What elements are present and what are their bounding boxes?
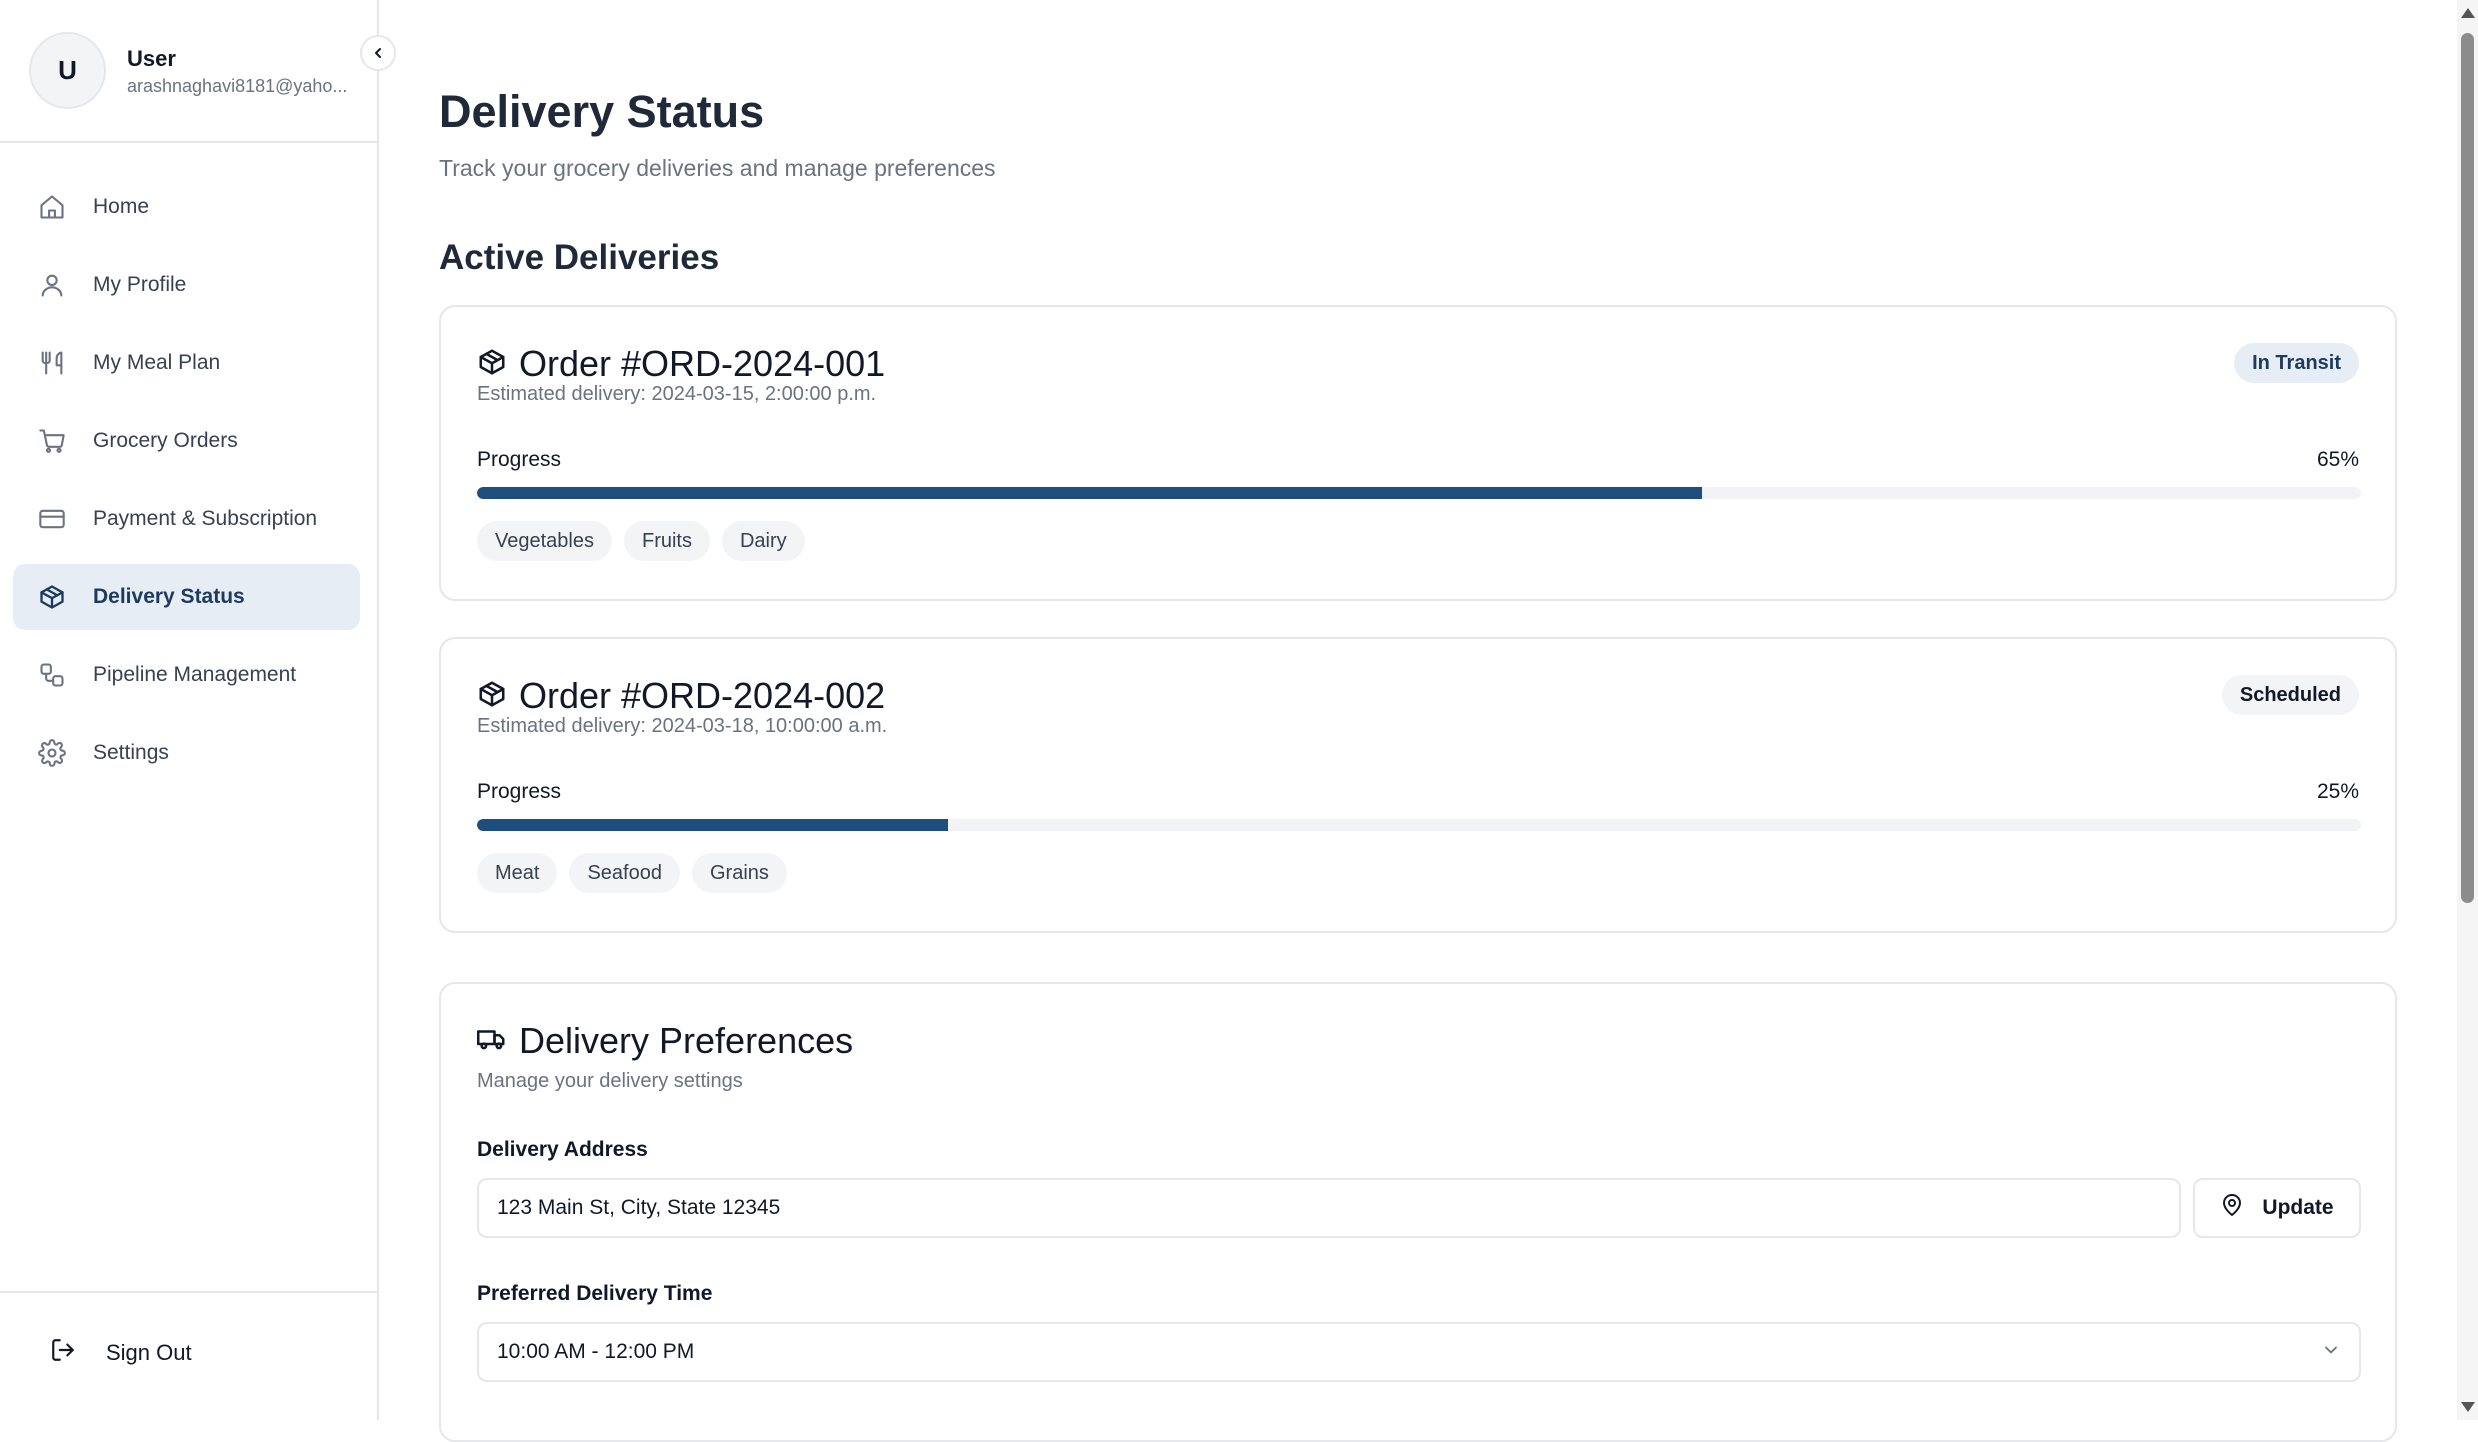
scroll-thumb[interactable] xyxy=(2461,33,2474,903)
sidebar-nav: Home My Profile My Meal Plan Grocery Ord… xyxy=(13,174,360,798)
progress-fill xyxy=(477,819,948,831)
update-address-button[interactable]: Update xyxy=(2193,1178,2361,1238)
preferences-title: Delivery Preferences xyxy=(519,1020,854,1061)
package-icon xyxy=(37,582,67,612)
order-eta: Estimated delivery: 2024-03-18, 10:00:00… xyxy=(477,715,888,737)
order-card: Order #ORD-2024-002 Estimated delivery: … xyxy=(439,637,2397,933)
map-pin-icon xyxy=(2220,1193,2244,1223)
delivery-address-input[interactable] xyxy=(477,1178,2181,1238)
category-tag: Meat xyxy=(477,853,558,893)
sidebar-item-home[interactable]: Home xyxy=(13,174,360,240)
progress-bar xyxy=(477,487,2361,499)
progress-label: Progress xyxy=(477,780,562,803)
home-icon xyxy=(37,192,67,222)
category-tag: Seafood xyxy=(569,853,680,893)
active-deliveries-heading: Active Deliveries xyxy=(439,238,720,277)
sidebar-item-payment-subscription[interactable]: Payment & Subscription xyxy=(13,486,360,552)
sidebar-item-label: My Profile xyxy=(93,273,187,296)
sidebar-item-label: Grocery Orders xyxy=(93,429,238,452)
collapse-sidebar-button[interactable] xyxy=(360,35,396,71)
avatar[interactable]: U xyxy=(29,32,106,109)
status-badge: Scheduled xyxy=(2221,675,2359,715)
category-tag: Grains xyxy=(691,853,787,893)
sidebar-item-my-meal-plan[interactable]: My Meal Plan xyxy=(13,330,360,396)
progress-label: Progress xyxy=(477,448,562,471)
sidebar-item-settings[interactable]: Settings xyxy=(13,720,360,786)
item-tags: Meat Seafood Grains xyxy=(477,853,787,893)
sign-out-label: Sign Out xyxy=(106,1339,192,1365)
progress-percent: 25% xyxy=(2316,780,2359,803)
sign-out-button[interactable]: Sign Out xyxy=(50,1337,192,1368)
credit-card-icon xyxy=(37,504,67,534)
sidebar: U User arashnaghavi8181@yaho... Home My … xyxy=(0,0,396,1420)
order-card: Order #ORD-2024-001 Estimated delivery: … xyxy=(439,305,2397,601)
preferences-subtitle: Manage your delivery settings xyxy=(477,1070,743,1092)
sidebar-item-pipeline-management[interactable]: Pipeline Management xyxy=(13,642,360,708)
scroll-down-arrow-icon[interactable] xyxy=(2461,1402,2475,1412)
user-name: User xyxy=(127,46,176,71)
chevron-down-icon xyxy=(2321,1340,2341,1365)
update-button-label: Update xyxy=(2262,1196,2334,1219)
delivery-preferences-card: Delivery Preferences Manage your deliver… xyxy=(439,982,2397,1442)
scroll-up-arrow-icon[interactable] xyxy=(2461,8,2475,18)
user-profile-block: U User arashnaghavi8181@yaho... xyxy=(0,0,377,143)
order-header: Order #ORD-2024-002 xyxy=(477,675,885,717)
delivery-time-label: Preferred Delivery Time xyxy=(477,1282,713,1305)
gear-icon xyxy=(37,738,67,768)
user-email: arashnaghavi8181@yaho... xyxy=(127,76,348,96)
utensils-icon xyxy=(37,348,67,378)
chevron-left-icon xyxy=(375,48,381,58)
progress-fill xyxy=(477,487,1702,499)
category-tag: Fruits xyxy=(623,521,710,561)
truck-icon xyxy=(477,1024,507,1059)
workflow-icon xyxy=(37,660,67,690)
package-icon xyxy=(477,347,507,382)
sidebar-item-label: Home xyxy=(93,195,150,218)
category-tag: Dairy xyxy=(721,521,805,561)
order-header: Order #ORD-2024-001 xyxy=(477,343,885,385)
category-tag: Vegetables xyxy=(477,521,612,561)
sidebar-item-label: My Meal Plan xyxy=(93,351,221,374)
preferences-header: Delivery Preferences xyxy=(477,1020,853,1062)
vertical-scrollbar[interactable] xyxy=(2457,0,2478,1420)
sidebar-item-grocery-orders[interactable]: Grocery Orders xyxy=(13,408,360,474)
user-icon xyxy=(37,270,67,300)
progress-percent: 65% xyxy=(2316,448,2359,471)
sidebar-item-label: Settings xyxy=(93,741,169,764)
page-title: Delivery Status xyxy=(439,86,765,137)
status-badge: In Transit xyxy=(2234,343,2359,383)
log-out-icon xyxy=(50,1337,76,1368)
delivery-time-select[interactable]: 10:00 AM - 12:00 PM xyxy=(477,1322,2361,1382)
package-icon xyxy=(477,679,507,714)
order-title: Order #ORD-2024-002 xyxy=(519,675,886,716)
progress-bar xyxy=(477,819,2361,831)
item-tags: Vegetables Fruits Dairy xyxy=(477,521,805,561)
cart-icon xyxy=(37,426,67,456)
sidebar-item-my-profile[interactable]: My Profile xyxy=(13,252,360,318)
order-eta: Estimated delivery: 2024-03-15, 2:00:00 … xyxy=(477,383,877,405)
sidebar-item-label: Payment & Subscription xyxy=(93,507,318,530)
page-subtitle: Track your grocery deliveries and manage… xyxy=(439,155,996,181)
sign-out-block: Sign Out xyxy=(0,1291,377,1420)
sidebar-item-label: Delivery Status xyxy=(93,585,245,608)
sidebar-item-label: Pipeline Management xyxy=(93,663,297,686)
order-title: Order #ORD-2024-001 xyxy=(519,343,886,384)
sidebar-item-delivery-status[interactable]: Delivery Status xyxy=(13,564,360,630)
delivery-time-value: 10:00 AM - 12:00 PM xyxy=(497,1340,695,1363)
delivery-address-label: Delivery Address xyxy=(477,1138,648,1161)
